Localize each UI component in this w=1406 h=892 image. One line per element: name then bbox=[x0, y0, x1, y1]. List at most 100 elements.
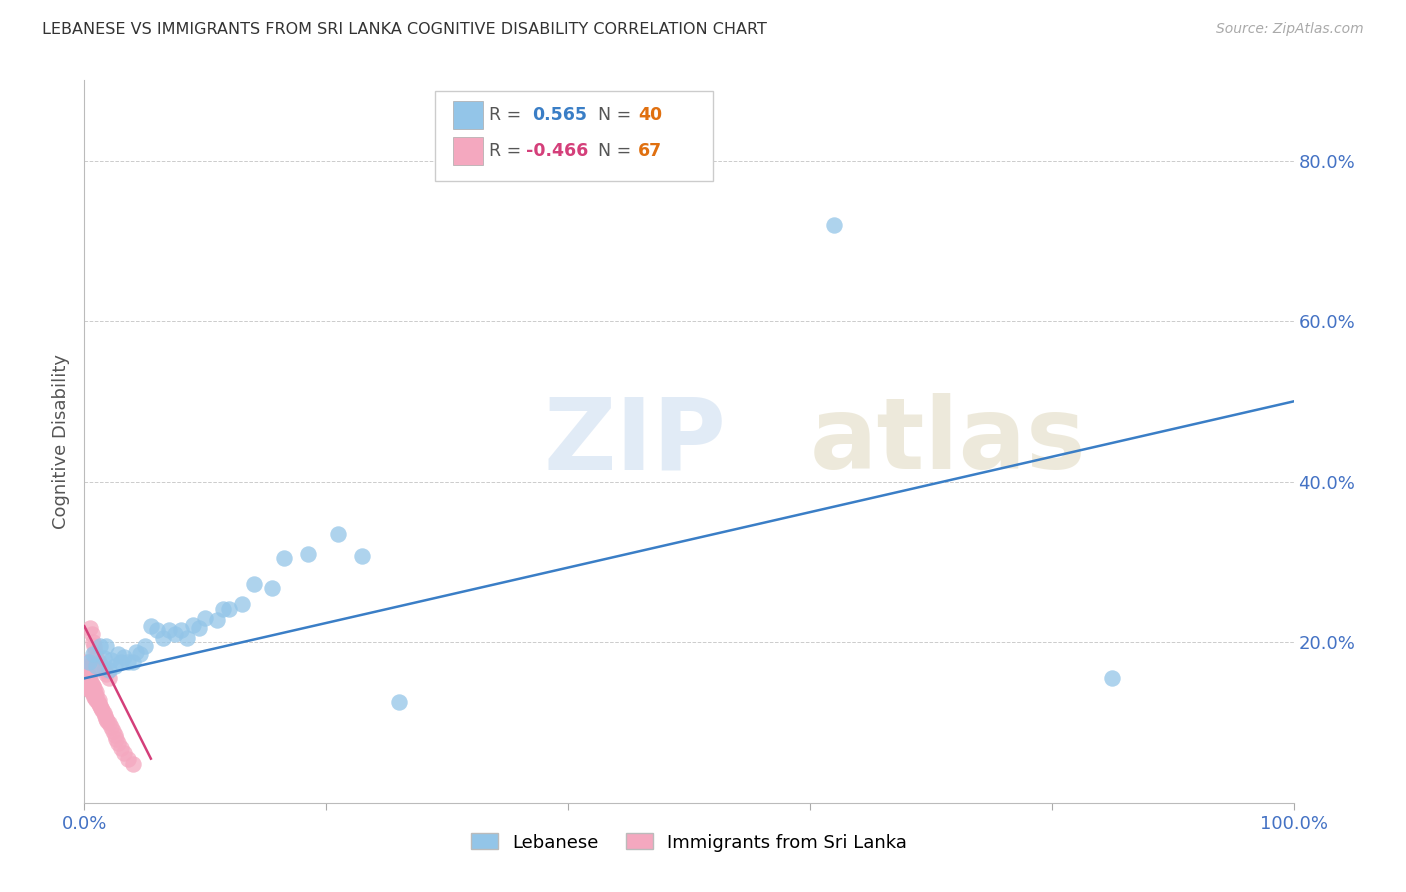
Point bbox=[87, 693, 110, 707]
Point bbox=[273, 550, 295, 566]
Point bbox=[79, 621, 101, 635]
Point bbox=[104, 728, 127, 742]
FancyBboxPatch shape bbox=[453, 101, 484, 128]
Point bbox=[77, 681, 100, 696]
Text: R =: R = bbox=[489, 106, 527, 124]
Point bbox=[89, 639, 111, 653]
Point bbox=[212, 601, 235, 615]
Point bbox=[83, 685, 105, 699]
Point bbox=[388, 695, 411, 709]
Point bbox=[89, 699, 111, 714]
Point bbox=[146, 623, 169, 637]
Point bbox=[165, 627, 187, 641]
Point bbox=[75, 659, 97, 673]
Point bbox=[77, 667, 100, 681]
Point bbox=[117, 751, 139, 765]
Point bbox=[82, 648, 104, 662]
Text: 40: 40 bbox=[638, 106, 662, 124]
Point bbox=[117, 655, 139, 669]
Point bbox=[86, 659, 108, 673]
Point bbox=[218, 601, 240, 615]
Point bbox=[84, 691, 107, 706]
Point bbox=[157, 623, 180, 637]
Point bbox=[100, 653, 122, 667]
Point bbox=[94, 709, 117, 723]
Point bbox=[129, 648, 152, 662]
Point bbox=[352, 549, 374, 563]
Point bbox=[823, 218, 845, 232]
Point bbox=[297, 547, 319, 561]
Point bbox=[194, 611, 217, 625]
Text: Source: ZipAtlas.com: Source: ZipAtlas.com bbox=[1216, 22, 1364, 37]
Point bbox=[242, 576, 264, 591]
Point bbox=[170, 623, 193, 637]
Point bbox=[139, 619, 162, 633]
Text: N =: N = bbox=[599, 142, 637, 160]
Point bbox=[152, 632, 174, 646]
Point bbox=[77, 675, 100, 690]
Point bbox=[80, 685, 103, 699]
Point bbox=[86, 696, 108, 710]
Point bbox=[121, 655, 143, 669]
Point bbox=[86, 689, 108, 703]
Point bbox=[90, 659, 112, 673]
Text: LEBANESE VS IMMIGRANTS FROM SRI LANKA COGNITIVE DISABILITY CORRELATION CHART: LEBANESE VS IMMIGRANTS FROM SRI LANKA CO… bbox=[42, 22, 768, 37]
Point bbox=[77, 677, 100, 691]
Text: 67: 67 bbox=[638, 142, 662, 160]
Point bbox=[110, 655, 132, 669]
Point bbox=[86, 649, 108, 664]
Point bbox=[83, 681, 105, 695]
Point bbox=[134, 639, 156, 653]
Point bbox=[77, 671, 100, 685]
Point bbox=[107, 735, 129, 749]
Point bbox=[75, 671, 97, 685]
Text: 0.565: 0.565 bbox=[531, 106, 586, 124]
Point bbox=[110, 741, 132, 756]
Point bbox=[76, 669, 98, 683]
Point bbox=[76, 677, 98, 691]
Point bbox=[80, 677, 103, 691]
Point bbox=[93, 651, 115, 665]
Point bbox=[77, 680, 100, 694]
FancyBboxPatch shape bbox=[453, 137, 484, 165]
Point bbox=[125, 645, 148, 659]
Point bbox=[77, 669, 100, 683]
Point bbox=[77, 673, 100, 688]
Point bbox=[87, 655, 110, 669]
Point bbox=[181, 617, 204, 632]
Point bbox=[328, 526, 350, 541]
Point bbox=[82, 680, 104, 694]
Point bbox=[77, 655, 100, 669]
Point bbox=[91, 703, 114, 717]
Point bbox=[104, 659, 127, 673]
Point bbox=[100, 719, 122, 733]
Point bbox=[79, 683, 101, 698]
Point bbox=[103, 723, 125, 738]
Point bbox=[93, 664, 115, 678]
Point bbox=[76, 661, 98, 675]
Text: R =: R = bbox=[489, 142, 527, 160]
Point bbox=[94, 639, 117, 653]
Point bbox=[75, 655, 97, 669]
Point bbox=[86, 685, 108, 699]
Point bbox=[75, 667, 97, 681]
Point bbox=[79, 680, 101, 694]
Text: -0.466: -0.466 bbox=[526, 142, 588, 160]
Text: atlas: atlas bbox=[810, 393, 1087, 490]
Point bbox=[207, 613, 229, 627]
Point bbox=[75, 664, 97, 678]
Point bbox=[97, 664, 120, 678]
Point bbox=[93, 706, 115, 720]
Text: N =: N = bbox=[599, 106, 637, 124]
Text: ZIP: ZIP bbox=[544, 393, 727, 490]
Point bbox=[112, 649, 135, 664]
Point bbox=[80, 681, 103, 695]
Point bbox=[82, 687, 104, 701]
Point bbox=[79, 671, 101, 685]
Point bbox=[84, 645, 107, 659]
Point bbox=[1101, 671, 1123, 685]
Legend: Lebanese, Immigrants from Sri Lanka: Lebanese, Immigrants from Sri Lanka bbox=[464, 826, 914, 859]
Point bbox=[86, 693, 108, 707]
Point bbox=[87, 697, 110, 711]
Point bbox=[94, 712, 117, 726]
